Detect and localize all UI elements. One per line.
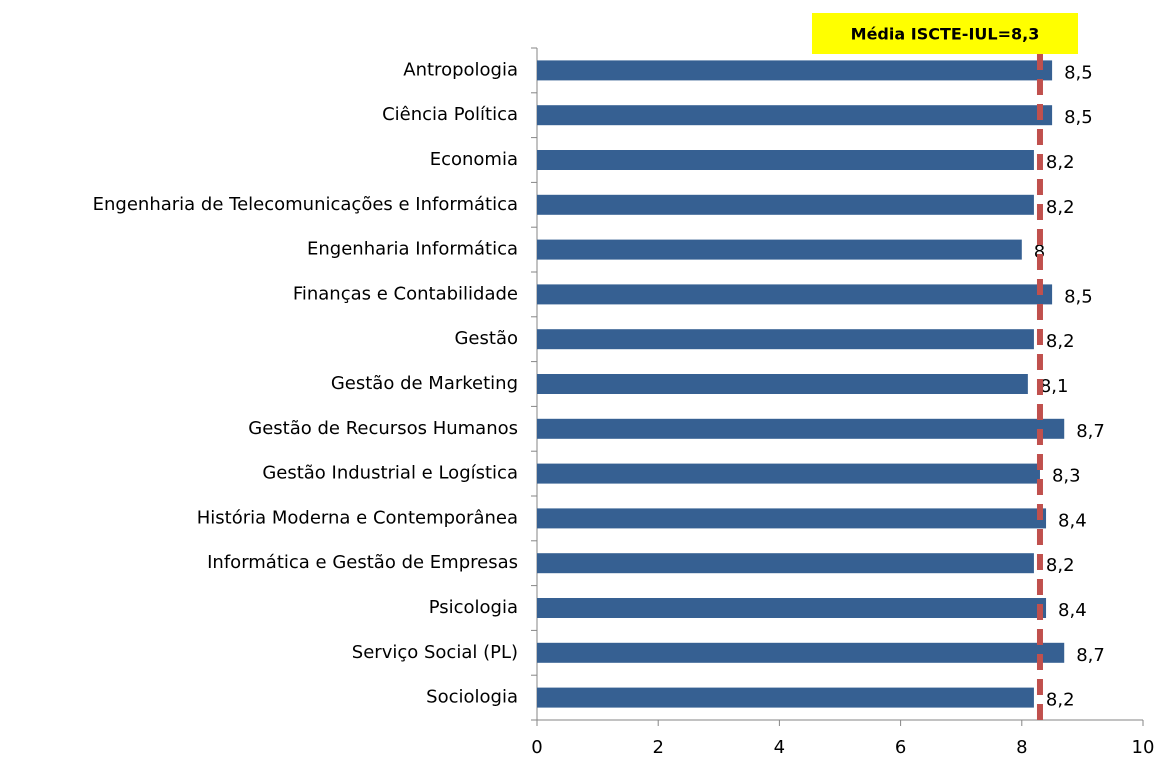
x-tick-label: 10	[1132, 737, 1155, 758]
y-tick-label: Antropologia	[403, 59, 518, 80]
y-tick-label: Sociologia	[426, 687, 518, 708]
value-label: 8,3	[1052, 466, 1081, 487]
annotation-box	[812, 13, 1078, 54]
bar	[537, 642, 1065, 663]
bar	[537, 239, 1022, 260]
value-label: 8,5	[1064, 62, 1093, 83]
y-tick-label: Serviço Social (PL)	[352, 642, 518, 663]
bar	[537, 374, 1028, 394]
y-tick-label: Ciência Política	[382, 104, 518, 125]
x-tick-label: 6	[895, 737, 906, 758]
value-label: 8	[1034, 242, 1045, 263]
bar	[537, 60, 1053, 81]
bar	[537, 284, 1053, 305]
y-tick-label: Economia	[430, 149, 518, 170]
value-label: 8,2	[1046, 555, 1075, 576]
value-label: 8,2	[1046, 197, 1075, 218]
y-tick-label: Psicologia	[429, 597, 518, 618]
value-label: 8,7	[1076, 421, 1105, 442]
x-tick-label: 0	[531, 737, 542, 758]
x-tick-label: 4	[774, 737, 785, 758]
y-tick-label: Informática e Gestão de Empresas	[207, 552, 518, 573]
value-label: 8,2	[1046, 331, 1075, 352]
y-tick-label: Engenharia Informática	[307, 239, 518, 260]
value-label: 8,2	[1046, 152, 1075, 173]
y-tick-label: Engenharia de Telecomunicações e Informá…	[93, 194, 518, 215]
bar	[537, 463, 1040, 484]
annotation: Média ISCTE-IUL=8,3	[851, 25, 1040, 44]
value-label: 8,2	[1046, 690, 1075, 711]
y-tick-label: Gestão	[454, 328, 518, 349]
x-tick-label: 8	[1016, 737, 1027, 758]
value-label: 8,4	[1058, 600, 1087, 621]
value-label: 8,5	[1064, 107, 1093, 128]
bar	[537, 553, 1034, 574]
bar	[537, 687, 1034, 708]
value-label: 8,4	[1058, 510, 1087, 531]
bar	[537, 194, 1034, 215]
x-tick-label: 2	[652, 737, 663, 758]
bar	[537, 105, 1053, 126]
bar	[537, 418, 1065, 439]
y-tick-label: História Moderna e Contemporânea	[197, 507, 518, 528]
bar	[537, 329, 1034, 350]
value-label: 8,5	[1064, 286, 1093, 307]
y-tick-label: Gestão Industrial e Logística	[262, 463, 518, 484]
value-label: 8,7	[1076, 645, 1105, 666]
value-label: 8,1	[1040, 376, 1069, 397]
y-tick-label: Gestão de Recursos Humanos	[248, 418, 518, 439]
bar	[537, 598, 1047, 618]
bar	[537, 150, 1034, 170]
bar	[537, 508, 1047, 529]
y-tick-label: Gestão de Marketing	[331, 373, 518, 394]
y-tick-label: Finanças e Contabilidade	[293, 283, 518, 304]
